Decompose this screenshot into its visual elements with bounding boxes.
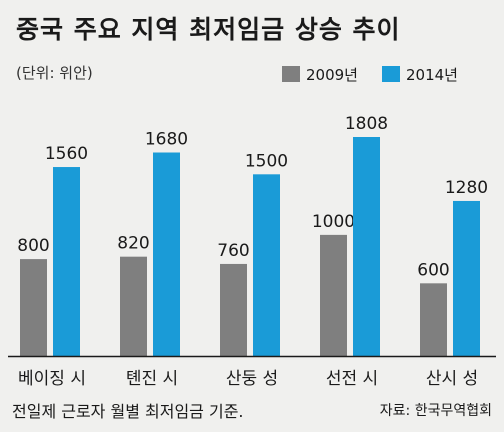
value-label-2009-1: 820 <box>117 234 149 254</box>
bar-2009-0 <box>20 259 47 356</box>
footer-source: 자료: 한국무역협회 <box>379 403 492 419</box>
chart-title: 중국 주요 지역 최저임금 상승 추이 <box>16 15 401 44</box>
legend-swatch-2009 <box>282 66 300 82</box>
legend-item-2014: 2014년 <box>382 62 458 86</box>
value-label-2009-2: 760 <box>217 241 249 261</box>
value-label-2009-3: 1000 <box>312 212 355 232</box>
bar-2014-0 <box>53 167 80 356</box>
value-label-2014-0: 1560 <box>45 144 88 164</box>
category-label-4: 산시 성 <box>426 369 478 389</box>
value-label-2014-2: 1500 <box>245 151 288 171</box>
category-label-0: 베이징 시 <box>18 369 86 389</box>
bar-2014-2 <box>253 174 280 356</box>
value-label-2014-1: 1680 <box>145 130 188 150</box>
legend-swatch-2014 <box>382 66 400 82</box>
category-label-2: 산둥 성 <box>226 369 278 389</box>
bar-2014-1 <box>153 152 180 356</box>
bar-2014-3 <box>353 137 380 356</box>
bar-2009-1 <box>120 256 147 356</box>
bar-2009-3 <box>320 234 347 356</box>
legend-label-2014: 2014년 <box>406 65 458 84</box>
category-label-3: 선전 시 <box>326 369 378 389</box>
legend-item-2009: 2009년 <box>282 62 358 86</box>
bar-2009-4 <box>420 283 447 356</box>
value-label-2009-4: 600 <box>417 260 449 280</box>
legend-label-2009: 2009년 <box>306 65 358 84</box>
bar-2009-2 <box>220 263 247 356</box>
category-label-1: 톈진 시 <box>126 369 178 389</box>
value-label-2014-3: 1808 <box>345 114 388 134</box>
value-label-2009-0: 800 <box>17 236 49 256</box>
footer-note: 전일제 근로자 월별 최저임금 기준. <box>12 402 244 421</box>
unit-label: (단위: 위안) <box>16 64 93 82</box>
value-label-2014-4: 1280 <box>445 178 488 198</box>
bar-2014-4 <box>453 200 480 356</box>
